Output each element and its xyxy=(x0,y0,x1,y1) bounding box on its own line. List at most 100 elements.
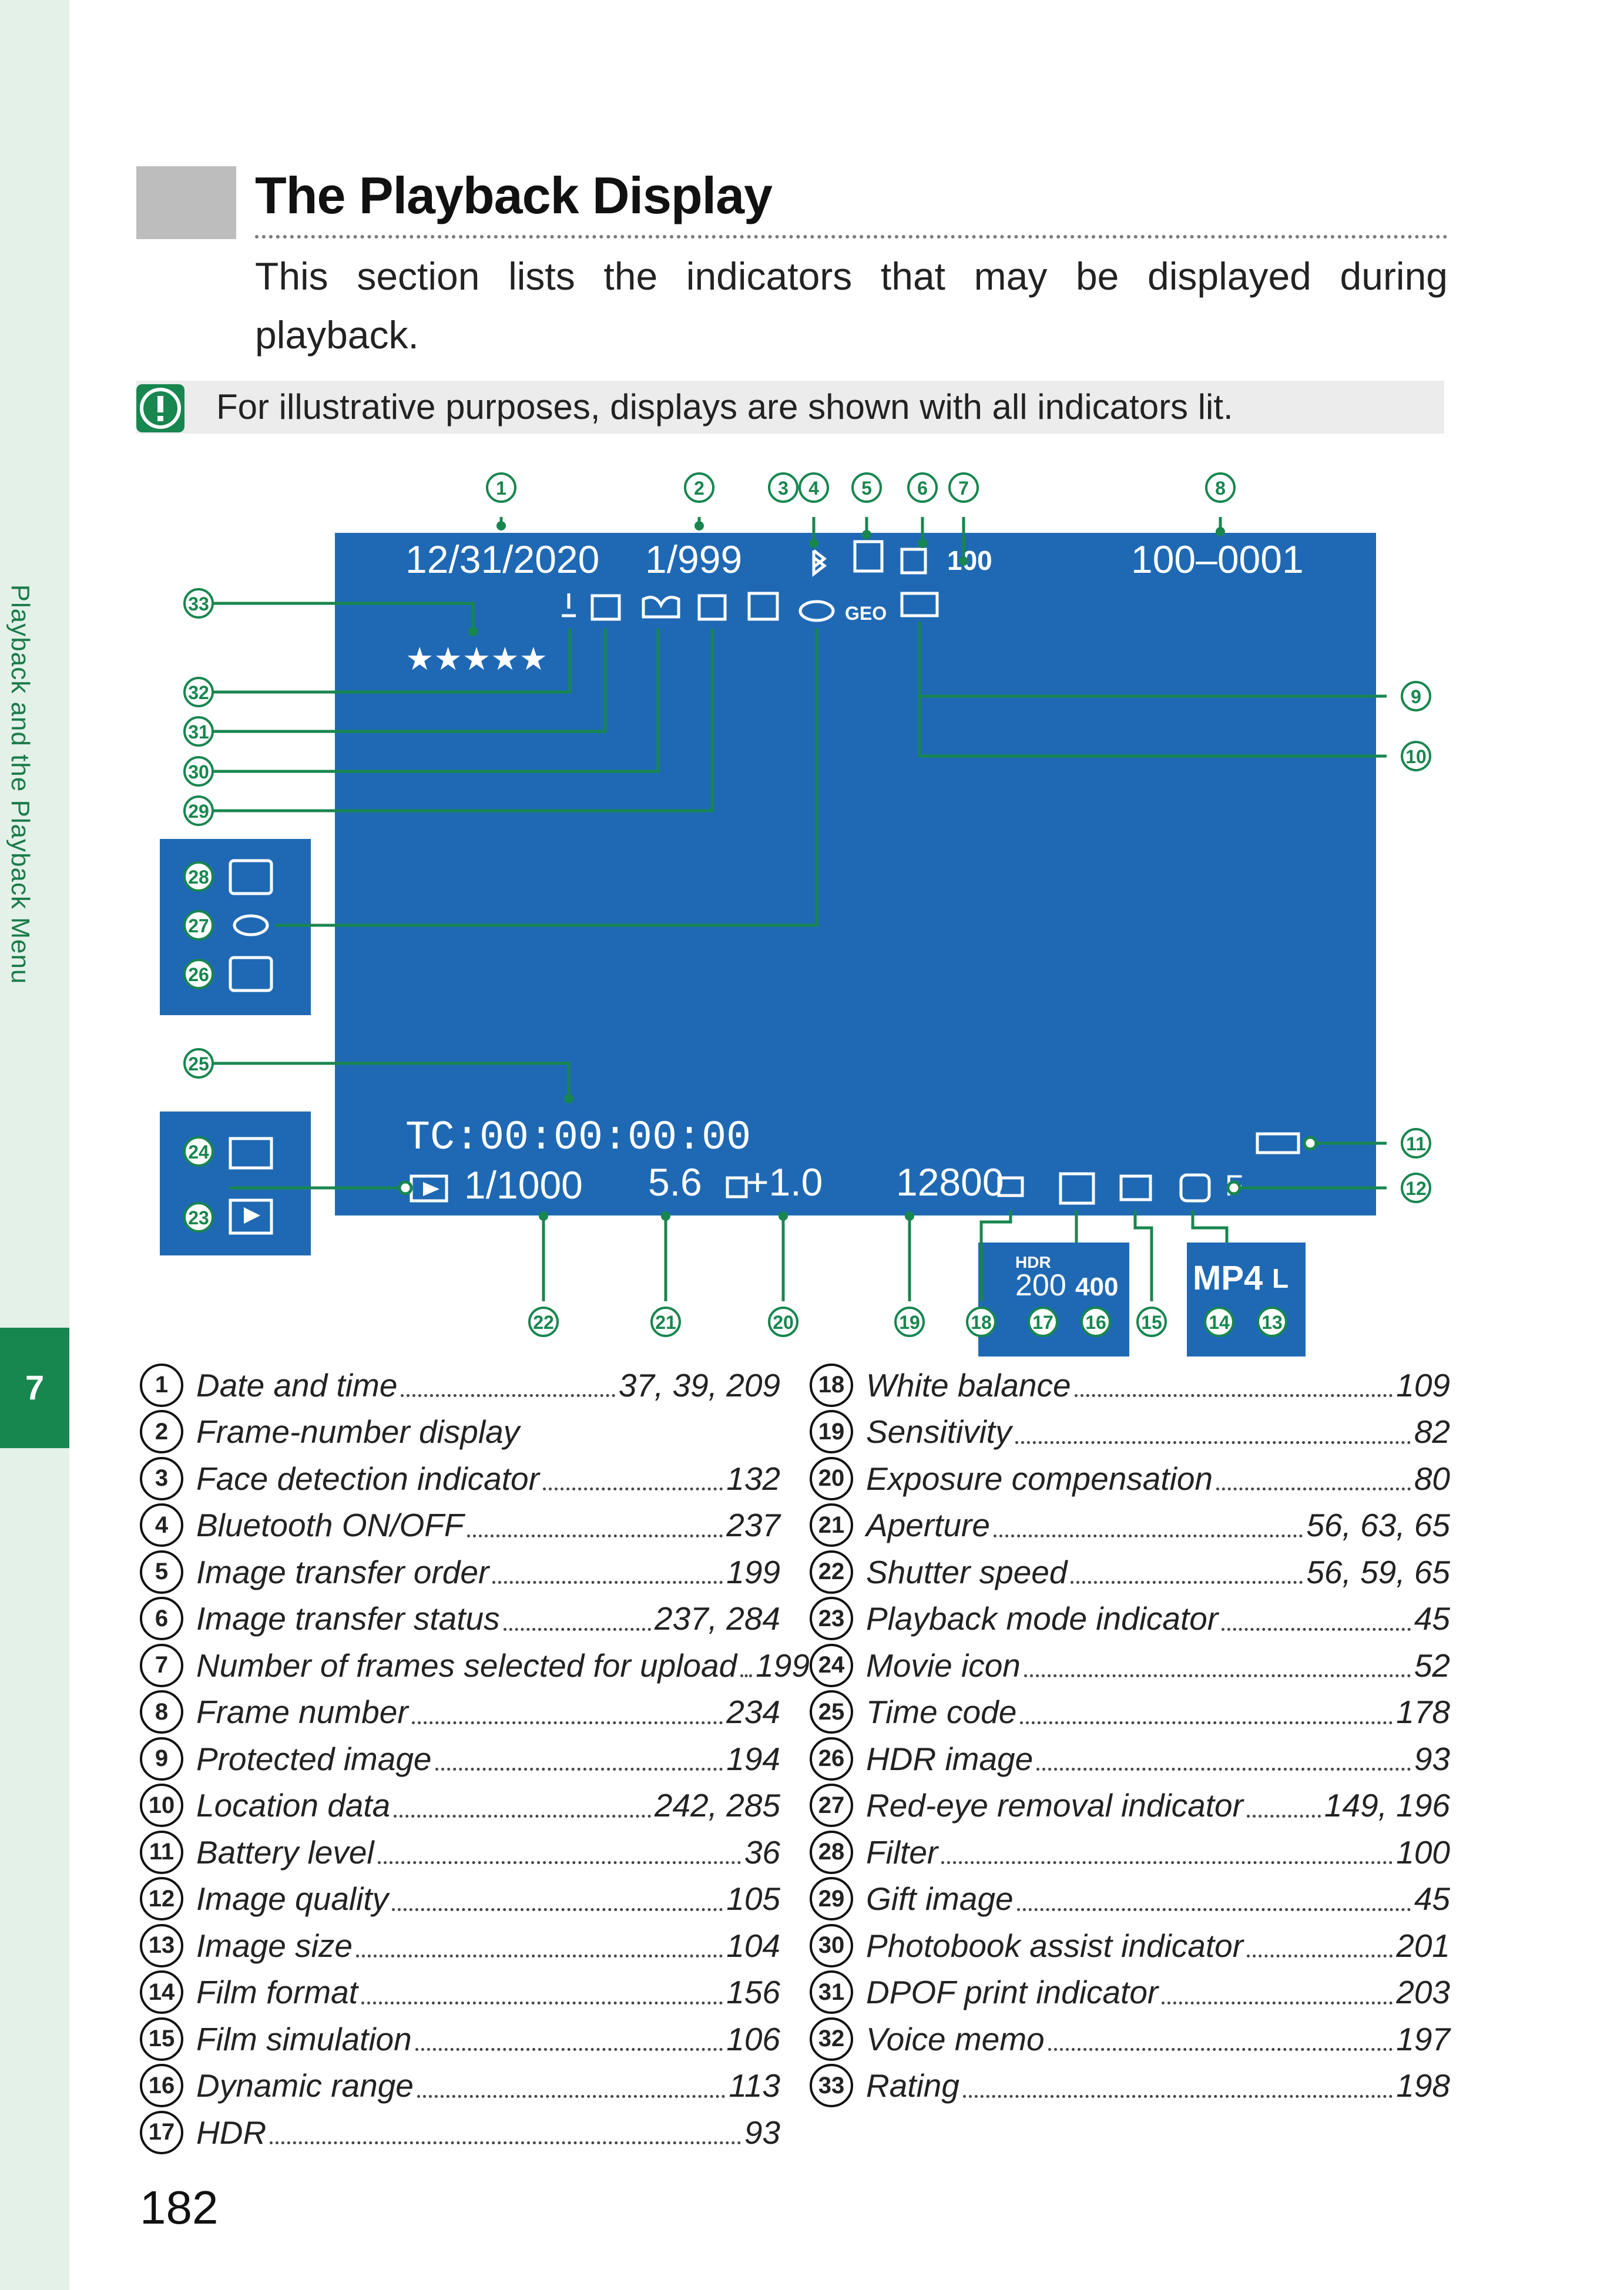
callout-number: 24 xyxy=(188,1141,209,1163)
leader-dots xyxy=(1024,1674,1411,1678)
list-item-page: 80 xyxy=(1414,1460,1450,1497)
callout-number: 23 xyxy=(188,1207,209,1228)
list-item: 25 Time code 178 xyxy=(810,1689,1450,1736)
callout-number: 27 xyxy=(188,915,209,936)
list-item-label: Rating xyxy=(866,2067,959,2104)
callout-number: 21 xyxy=(655,1312,676,1333)
list-item: 18 White balance 109 xyxy=(810,1362,1450,1409)
dynamic-range-icon xyxy=(1059,1172,1095,1205)
indicator-list-right: 18 White balance 109 19 Sensitivity 82 20 Expos… xyxy=(810,1362,1450,2109)
panel-14-13 xyxy=(1187,1243,1306,1356)
leader-dots xyxy=(392,1908,723,1911)
list-item-number: 12 xyxy=(140,1877,183,1921)
list-item-label: Gift image xyxy=(866,1881,1014,1918)
callout-circle xyxy=(183,1048,214,1079)
list-item-number: 20 xyxy=(810,1456,853,1500)
callout-number: 14 xyxy=(1209,1312,1230,1333)
list-item-number: 30 xyxy=(810,1923,853,1967)
list-item-number: 11 xyxy=(140,1830,183,1874)
hdr-image-icon xyxy=(229,956,273,992)
gift-icon xyxy=(697,594,727,621)
list-item-number: 16 xyxy=(140,2064,183,2108)
leader-dots xyxy=(1247,1955,1393,1958)
list-item: 7 Number of frames selected for upload 199 xyxy=(140,1642,810,1689)
leader-dots xyxy=(394,1814,651,1818)
callout-number: 8 xyxy=(1215,478,1226,499)
list-item-label: Film simulation xyxy=(196,2020,412,2057)
list-item-number: 24 xyxy=(810,1643,853,1687)
list-item-label: DPOF print indicator xyxy=(866,1974,1159,2011)
callout-number: 16 xyxy=(1085,1312,1106,1333)
callout-number: 7 xyxy=(958,478,969,499)
list-item: 9 Protected image 194 xyxy=(140,1735,780,1782)
film-format-label: MP4 xyxy=(1193,1259,1263,1297)
leader-dots xyxy=(435,1768,723,1771)
callout-circle xyxy=(183,861,214,892)
list-item-page: 242, 285 xyxy=(654,1787,780,1824)
callout-number: 9 xyxy=(1411,686,1421,707)
callout-number: 5 xyxy=(861,478,872,499)
list-item-page: 234 xyxy=(726,1694,780,1731)
chapter-sidebar: Playback and the Playback Menu xyxy=(0,0,69,2290)
callout-circle xyxy=(966,1307,996,1337)
callout-layer: 1 2 3 4 5 6 7 891011121314151617181920212223242… xyxy=(183,472,1431,1337)
list-item-number: 9 xyxy=(140,1737,183,1781)
callout-number: 30 xyxy=(188,761,209,783)
list-item: 16 Dynamic range 113 xyxy=(140,2063,780,2110)
list-item-number: 15 xyxy=(140,2017,183,2061)
caution-icon xyxy=(136,384,184,432)
leader-dots xyxy=(270,2141,741,2145)
list-item: 3 Face detection indicator 132 xyxy=(140,1455,780,1502)
list-item-label: Image transfer status xyxy=(196,1600,500,1637)
callout-number: 33 xyxy=(188,593,209,615)
lcd-screen xyxy=(335,533,1376,1215)
list-item-number: 29 xyxy=(810,1877,853,1921)
leader-dots xyxy=(542,1488,723,1491)
callout-number: 11 xyxy=(1406,1133,1426,1154)
list-item-number: 21 xyxy=(810,1503,853,1547)
image-transfer-status-icon xyxy=(900,548,927,575)
callout-number: 19 xyxy=(899,1312,920,1333)
leader-dots xyxy=(503,1627,651,1631)
date-readout: 12/31/2020 xyxy=(405,538,599,581)
dr-value: 400 xyxy=(1075,1272,1118,1301)
list-item-page: 56, 59, 65 xyxy=(1306,1553,1450,1590)
list-item: 30 Photobook assist indicator 201 xyxy=(810,1922,1450,1969)
callout-number: 13 xyxy=(1261,1312,1283,1333)
list-item-label: Frame-number display xyxy=(196,1413,520,1450)
list-item-label: Exposure compensation xyxy=(866,1460,1213,1497)
callout-number: 29 xyxy=(188,801,209,822)
list-item-page: 109 xyxy=(1396,1366,1450,1403)
battery-icon xyxy=(1256,1132,1300,1154)
note-text: For illustrative purposes, displays are … xyxy=(216,387,1233,427)
list-item-label: Protected image xyxy=(196,1740,432,1777)
list-item-label: White balance xyxy=(866,1366,1071,1403)
list-item-number: 10 xyxy=(140,1784,183,1828)
heading-marker xyxy=(136,166,236,239)
list-item-page: 93 xyxy=(1414,1740,1450,1777)
playback-display-diagram: 12/31/2020 1/999 100 100–0001 ★★★★★ GEO … xyxy=(160,472,1431,1356)
leader-dots xyxy=(492,1581,723,1584)
list-item: 15 Film simulation 106 xyxy=(140,2016,780,2063)
frame-number-readout: 100–0001 xyxy=(1131,538,1304,581)
frame-count-readout: 1/999 xyxy=(645,538,742,581)
callout-number: 10 xyxy=(1405,746,1427,767)
leader-dots xyxy=(1162,2001,1393,2004)
timecode-readout: TC:00:00:00:00 xyxy=(405,1115,751,1161)
chapter-tab: 7 xyxy=(0,1328,69,1448)
list-item-number: 23 xyxy=(810,1597,853,1641)
callout-circle xyxy=(1401,1128,1431,1159)
list-item: 14 Film format 156 xyxy=(140,1969,780,2016)
callout-number: 25 xyxy=(188,1053,209,1075)
list-item-number: 32 xyxy=(810,2017,853,2061)
list-item-label: Movie icon xyxy=(866,1647,1021,1684)
list-item: 27 Red-eye removal indicator 149, 196 xyxy=(810,1782,1450,1829)
list-item-number: 17 xyxy=(140,2110,183,2154)
list-item: 28 Filter 100 xyxy=(810,1829,1450,1876)
page-title: The Playback Display xyxy=(255,166,773,224)
list-item: 10 Location data 242, 285 xyxy=(140,1782,780,1829)
page-number: 182 xyxy=(140,2181,219,2234)
list-item-number: 22 xyxy=(810,1550,853,1594)
leader-dots xyxy=(1020,1721,1393,1724)
leader-dots xyxy=(1071,1581,1303,1584)
